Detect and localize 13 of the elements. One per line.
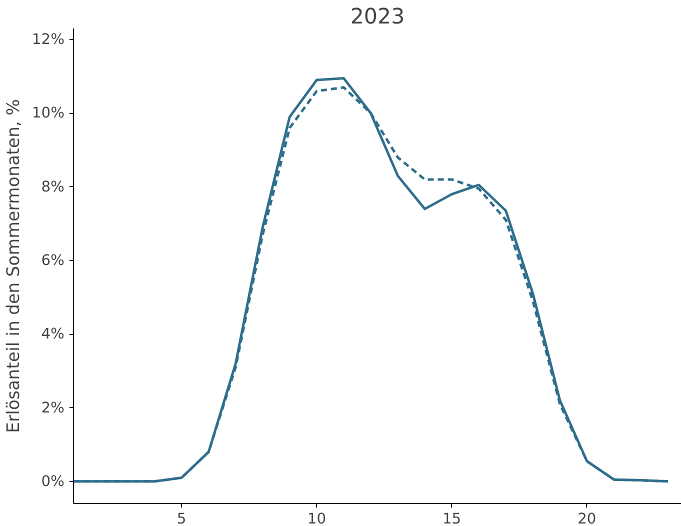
y-tick-label: 4% — [41, 326, 65, 343]
y-axis-title: Erlösanteil in den Sommermonaten, % — [4, 98, 24, 434]
y-tick-label: 2% — [41, 399, 65, 416]
x-tick-label: 15 — [442, 510, 462, 526]
y-tick-label: 6% — [41, 252, 65, 269]
y-tick-label: 10% — [32, 104, 65, 122]
y-tick-label: 12% — [32, 31, 65, 48]
y-tick-label: 8% — [41, 178, 65, 196]
chart-title: 2023 — [350, 4, 405, 30]
x-tick-label: 10 — [307, 510, 326, 526]
x-tick-label: 20 — [578, 510, 596, 526]
y-tick-label: 0% — [41, 472, 65, 490]
x-tick-label: 5 — [176, 510, 186, 526]
